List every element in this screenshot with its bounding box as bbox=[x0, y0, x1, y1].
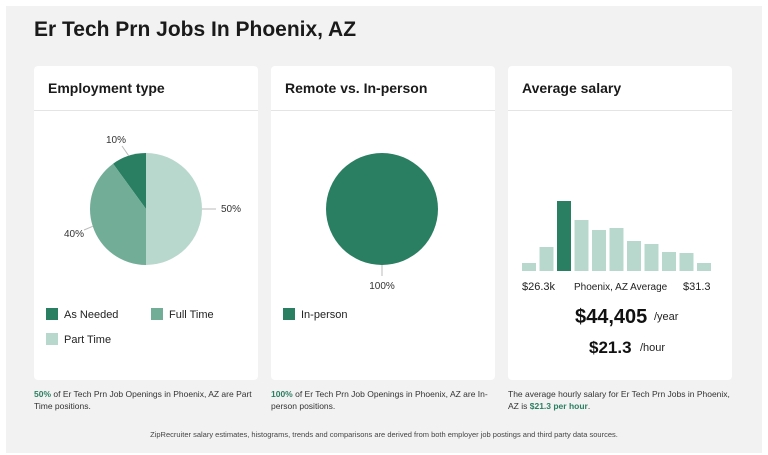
card-header: Employment type bbox=[34, 66, 258, 111]
histogram-bar bbox=[574, 220, 589, 271]
legend-label: Full Time bbox=[169, 309, 214, 321]
remote-pie-chart: 100% bbox=[326, 153, 438, 292]
legend-swatch bbox=[46, 333, 58, 345]
legend-swatch bbox=[151, 308, 163, 320]
pie-value-label: 100% bbox=[369, 281, 395, 292]
legend-label: Part Time bbox=[64, 334, 112, 346]
footnote-text: of Er Tech Prn Job Openings in Phoenix, … bbox=[271, 389, 488, 411]
pie-slice-in-person bbox=[326, 153, 438, 265]
histogram-bar bbox=[522, 263, 536, 271]
footnote-value: $21.3 per hour bbox=[529, 401, 588, 411]
footnote-percent: 100% bbox=[271, 389, 293, 399]
remote-footnote: 100% of Er Tech Prn Job Openings in Phoe… bbox=[271, 388, 495, 412]
salary-histogram bbox=[522, 201, 711, 271]
pie-leader-line bbox=[83, 225, 93, 231]
card-title: Employment type bbox=[48, 80, 165, 96]
legend-label: As Needed bbox=[64, 309, 119, 321]
card-header: Average salary bbox=[508, 66, 732, 111]
average-salary-card: Average salary $26.3k Phoenix, AZ Averag… bbox=[508, 66, 732, 380]
employment-footnote: 50% of Er Tech Prn Job Openings in Phoen… bbox=[34, 388, 258, 412]
salary-min-label: $26.3k bbox=[522, 281, 556, 293]
histogram-bar bbox=[697, 263, 711, 271]
page-title: Er Tech Prn Jobs In Phoenix, AZ bbox=[34, 18, 357, 41]
legend-part-time: Part Time bbox=[46, 333, 111, 347]
legend-in-person: In-person bbox=[283, 308, 347, 322]
card-header: Remote vs. In-person bbox=[271, 66, 495, 111]
footnote-end: . bbox=[587, 401, 591, 411]
salary-hourly-value: $21.3 bbox=[589, 338, 632, 357]
pie-value-label: 40% bbox=[64, 229, 84, 240]
histogram-bar-highlight bbox=[557, 201, 571, 271]
salary-yearly-value: $44,405 bbox=[575, 306, 648, 328]
pie-slice-full-time bbox=[89, 163, 146, 265]
pie-slice-as-needed bbox=[113, 153, 146, 209]
pie-slice-part-time bbox=[146, 153, 202, 265]
histogram-bar bbox=[592, 230, 606, 271]
histogram-bar bbox=[662, 252, 676, 271]
card-title: Remote vs. In-person bbox=[285, 80, 428, 96]
data-sources-note: ZipRecruiter salary estimates, histogram… bbox=[150, 430, 618, 439]
legend-label: In-person bbox=[301, 309, 348, 321]
histogram-bar bbox=[627, 241, 641, 271]
histogram-bar bbox=[644, 244, 659, 271]
footnote-percent: 50% bbox=[34, 389, 52, 399]
legend-full-time: Full Time bbox=[151, 308, 214, 322]
pie-value-label: 50% bbox=[221, 204, 241, 215]
salary-footnote: The average hourly salary for Er Tech Pr… bbox=[508, 388, 732, 412]
histogram-bar bbox=[679, 253, 694, 271]
salary-yearly-unit: /year bbox=[654, 311, 679, 323]
employment-type-pie-chart: 10% 40% 50% bbox=[64, 135, 241, 265]
histogram-bar bbox=[609, 228, 624, 271]
footnote-text: of Er Tech Prn Job Openings in Phoenix, … bbox=[34, 389, 252, 411]
card-title: Average salary bbox=[522, 80, 622, 96]
salary-location-label: Phoenix, AZ Average bbox=[574, 282, 668, 293]
legend-as-needed: As Needed bbox=[46, 308, 118, 322]
employment-type-card: Employment type 10% 40% 50% As Needed Full… bbox=[34, 66, 258, 380]
legend-swatch bbox=[46, 308, 58, 320]
salary-hourly-unit: /hour bbox=[640, 342, 666, 354]
salary-max-label: $31.3 bbox=[683, 281, 711, 293]
remote-vs-in-person-card: Remote vs. In-person 100% In-person bbox=[271, 66, 495, 380]
footnote-text: The average hourly salary for Er Tech Pr… bbox=[508, 389, 730, 411]
histogram-bar bbox=[539, 247, 554, 271]
legend-swatch bbox=[283, 308, 295, 320]
pie-leader-line bbox=[121, 145, 130, 157]
pie-value-label: 10% bbox=[106, 135, 126, 146]
